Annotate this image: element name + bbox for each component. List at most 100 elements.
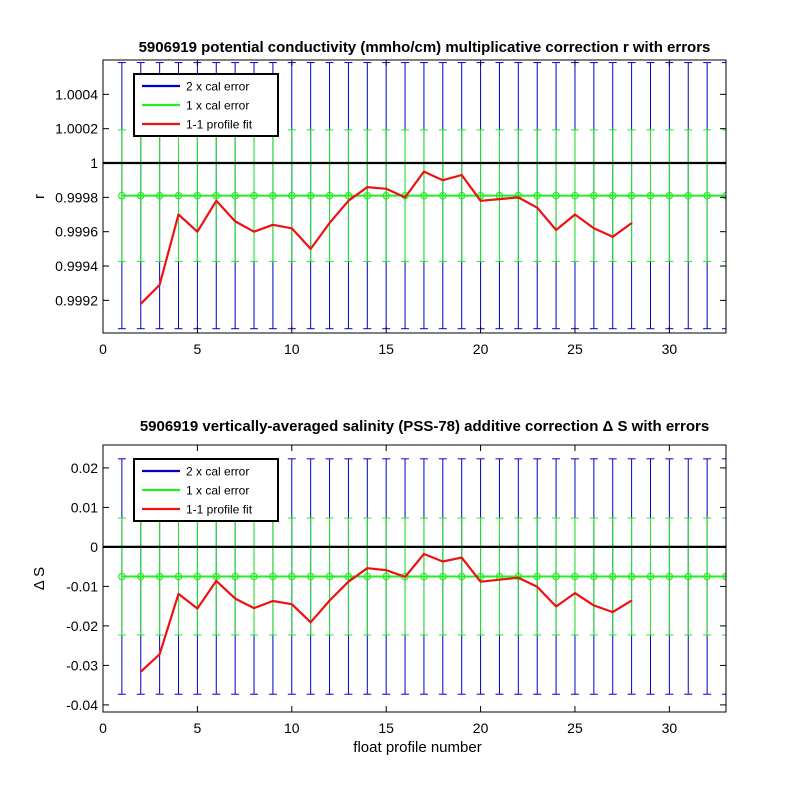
profile-fit-point xyxy=(460,174,463,176)
correction-marker xyxy=(118,191,126,200)
y-tick-label: -0.01 xyxy=(66,578,98,594)
y-tick-label: 0.9992 xyxy=(55,292,98,308)
x-tick-label: 30 xyxy=(662,720,678,736)
y-axis-label: r xyxy=(31,194,48,199)
profile-fit-point xyxy=(347,199,350,202)
profile-fit-point xyxy=(423,553,425,555)
correction-marker xyxy=(590,572,598,581)
profile-fit-point xyxy=(555,229,557,231)
profile-fit-point xyxy=(574,213,576,216)
correction-marker xyxy=(665,572,674,581)
x-tick-label: 25 xyxy=(567,720,583,736)
correction-marker xyxy=(344,191,353,200)
legend-label-1: 2 x cal error xyxy=(186,80,249,94)
correction-marker xyxy=(608,572,617,581)
plot-data-layer xyxy=(103,458,726,695)
correction-marker xyxy=(457,191,466,200)
x-tick-label: 20 xyxy=(473,341,489,357)
x-tick-label: 25 xyxy=(567,341,583,357)
y-tick-label: 1.0004 xyxy=(55,86,98,102)
correction-marker xyxy=(363,191,372,200)
legend-label-2: 1 x cal error xyxy=(186,99,249,113)
profile-fit-point xyxy=(139,303,142,305)
y-tick-label: 1 xyxy=(90,155,98,171)
correction-marker xyxy=(231,572,239,581)
profile-fit-point xyxy=(404,196,406,199)
profile-fit-point xyxy=(630,222,633,224)
correction-marker xyxy=(193,572,202,581)
chart-panel-1: 0 5 10 15 20 25 30 0.9992 0.9994 0.9996 0.9998 1 1.0… xyxy=(31,39,727,357)
profile-fit-point xyxy=(574,592,576,594)
profile-fit-point xyxy=(479,199,482,202)
profile-fit-point xyxy=(290,227,293,230)
profile-fit-point xyxy=(611,236,614,238)
correction-marker xyxy=(703,191,711,200)
profile-fit-point xyxy=(536,206,539,209)
chart-title: 5906919 vertically-averaged salinity (PS… xyxy=(140,418,709,435)
correction-marker xyxy=(193,191,202,200)
x-tick-label: 0 xyxy=(99,720,107,736)
x-tick-label: 30 xyxy=(662,341,678,357)
profile-fit-point xyxy=(272,224,274,226)
correction-marker xyxy=(552,191,560,200)
profile-fit-point xyxy=(593,604,595,607)
profile-fit-point xyxy=(309,621,312,624)
profile-fit-point xyxy=(479,580,482,583)
profile-fit-point xyxy=(177,593,180,595)
x-axis-label: float profile number xyxy=(353,739,481,756)
x-tick-label: 10 xyxy=(284,341,300,357)
correction-marker xyxy=(608,191,617,200)
correction-marker xyxy=(363,572,372,581)
correction-marker xyxy=(646,572,655,581)
correction-marker xyxy=(382,572,390,581)
profile-fit-point xyxy=(234,597,236,600)
y-tick-label: 0.01 xyxy=(71,499,98,515)
legend-label-3: 1-1 profile fit xyxy=(186,503,253,517)
x-tick-label: 20 xyxy=(473,720,489,736)
correction-marker xyxy=(136,572,145,581)
correction-marker xyxy=(552,572,560,581)
profile-fit-point xyxy=(272,600,274,602)
correction-marker xyxy=(287,191,296,200)
correction-marker xyxy=(439,572,447,581)
profile-fit-point xyxy=(215,199,218,202)
axes-box xyxy=(102,59,727,334)
correction-marker xyxy=(439,191,447,200)
y-tick-label: 0 xyxy=(90,539,98,555)
profile-fit-point xyxy=(366,186,369,188)
profile-fit-point xyxy=(404,576,406,578)
profile-fit-point xyxy=(234,220,236,223)
correction-marker xyxy=(627,191,636,200)
y-tick-label: -0.04 xyxy=(66,697,98,713)
correction-marker xyxy=(420,191,428,200)
y-tick-label: 0.9998 xyxy=(55,189,98,205)
profile-fit-point xyxy=(328,222,331,224)
correction-marker xyxy=(136,191,145,200)
y-tick-label: 0.9996 xyxy=(55,224,98,240)
y-tick-label: 1.0002 xyxy=(55,121,98,137)
correction-marker xyxy=(231,191,239,200)
profile-fit-point xyxy=(555,605,557,608)
correction-marker xyxy=(627,572,636,581)
legend: 2 x cal error 1 x cal error 1-1 profile fi… xyxy=(133,73,279,137)
correction-marker xyxy=(174,191,183,200)
profile-fit-point xyxy=(630,599,633,602)
profile-fit-point xyxy=(177,213,180,216)
y-tick-label: 0.9994 xyxy=(55,258,98,274)
correction-marker xyxy=(703,572,711,581)
correction-marker xyxy=(533,191,542,200)
x-tick-label: 10 xyxy=(284,720,300,736)
profile-fit-point xyxy=(158,284,161,286)
profile-fit-point xyxy=(215,580,218,582)
correction-marker xyxy=(250,191,258,200)
legend-label-1: 2 x cal error xyxy=(186,465,249,479)
correction-marker xyxy=(212,191,221,200)
correction-marker xyxy=(571,191,579,200)
profile-fit-point xyxy=(442,179,444,181)
y-tick-label: -0.03 xyxy=(66,657,98,673)
x-tick-label: 5 xyxy=(193,720,201,736)
plot-data-layer xyxy=(103,62,726,330)
correction-marker xyxy=(571,572,579,581)
correction-marker xyxy=(514,191,523,200)
